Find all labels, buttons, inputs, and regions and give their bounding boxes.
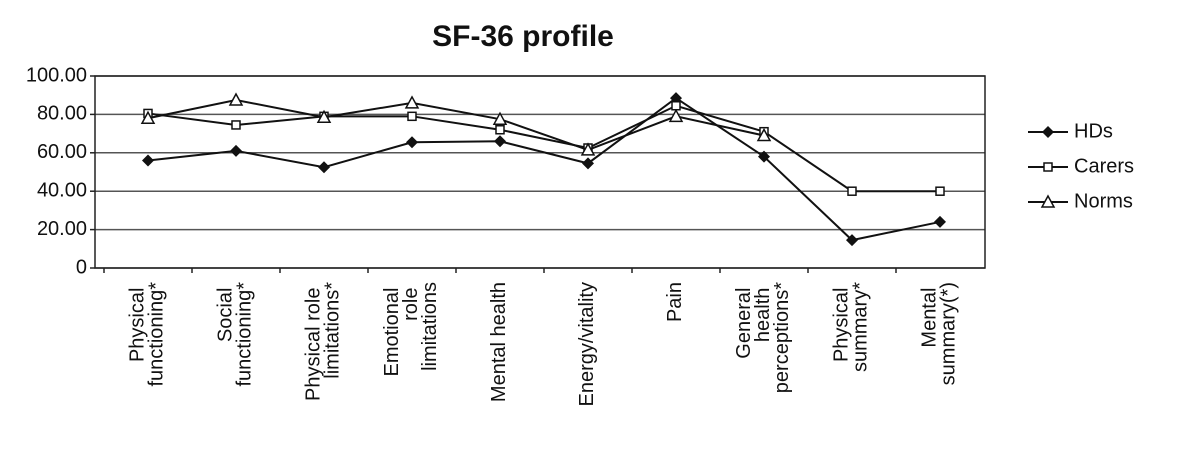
- x-tick-group: Physical functioning*: [127, 282, 168, 387]
- x-tick-label: General health perceptions*: [733, 282, 793, 393]
- x-tick-group: Social functioning*: [215, 282, 256, 387]
- x-tick-label: Physical summary*: [831, 282, 872, 372]
- y-tick-label: 80.00: [37, 103, 87, 125]
- x-tick-group: General health perceptions*: [733, 282, 793, 393]
- legend-marker: [1043, 162, 1053, 172]
- marker: [580, 142, 596, 156]
- x-tick-group: Physical summary*: [831, 282, 872, 372]
- legend-label: Norms: [1074, 190, 1133, 212]
- legend-marker: [1042, 126, 1054, 138]
- marker: [934, 215, 946, 228]
- legend-marker: [1040, 194, 1056, 208]
- marker: [847, 186, 857, 196]
- marker: [318, 161, 330, 174]
- x-tick-label: Mental summary(*): [919, 282, 960, 385]
- marker: [494, 135, 506, 148]
- x-tick-label: Social functioning*: [215, 282, 256, 387]
- chart-title: SF-36 profile: [432, 20, 614, 53]
- legend-label: HDs: [1074, 120, 1113, 142]
- marker: [407, 111, 417, 122]
- marker: [140, 110, 156, 124]
- x-tick-group: Physical role limitations*: [303, 282, 344, 401]
- marker: [492, 111, 508, 125]
- x-tick-label: Energy/vitality: [576, 282, 598, 407]
- y-tick-label: 0: [76, 256, 87, 278]
- marker: [228, 92, 244, 106]
- x-tick-label: Pain: [664, 282, 686, 322]
- marker: [495, 125, 505, 135]
- marker: [316, 109, 332, 124]
- series-line: [147, 104, 940, 193]
- marker: [846, 234, 858, 247]
- x-tick-label: Physical functioning*: [127, 282, 168, 387]
- legend-label: Carers: [1074, 155, 1134, 177]
- marker: [758, 150, 770, 163]
- x-tick-label: Emotional role limitations: [381, 282, 441, 377]
- x-tick-label: Physical role limitations*: [303, 282, 344, 401]
- y-tick-label: 60.00: [37, 141, 87, 163]
- series-line: [147, 98, 765, 151]
- marker: [231, 120, 241, 130]
- marker: [756, 127, 772, 142]
- marker: [582, 157, 594, 170]
- marker: [668, 108, 684, 123]
- plot-frame: [94, 75, 986, 269]
- marker: [935, 186, 945, 196]
- marker: [404, 95, 420, 109]
- marker: [142, 154, 154, 167]
- marker: [406, 136, 418, 149]
- x-tick-group: Mental health: [488, 282, 510, 402]
- x-tick-group: Emotional role limitations: [381, 282, 441, 377]
- marker: [671, 101, 681, 111]
- y-tick-label: 100.00: [26, 64, 87, 86]
- y-tick-label: 40.00: [37, 179, 87, 201]
- x-tick-group: Energy/vitality: [576, 282, 598, 407]
- x-tick-group: Mental summary(*): [919, 282, 960, 385]
- x-tick-label: Mental health: [488, 282, 510, 402]
- x-tick-group: Pain: [664, 282, 686, 322]
- marker: [230, 144, 242, 157]
- y-tick-label: 20.00: [37, 218, 87, 240]
- series-line: [147, 96, 941, 242]
